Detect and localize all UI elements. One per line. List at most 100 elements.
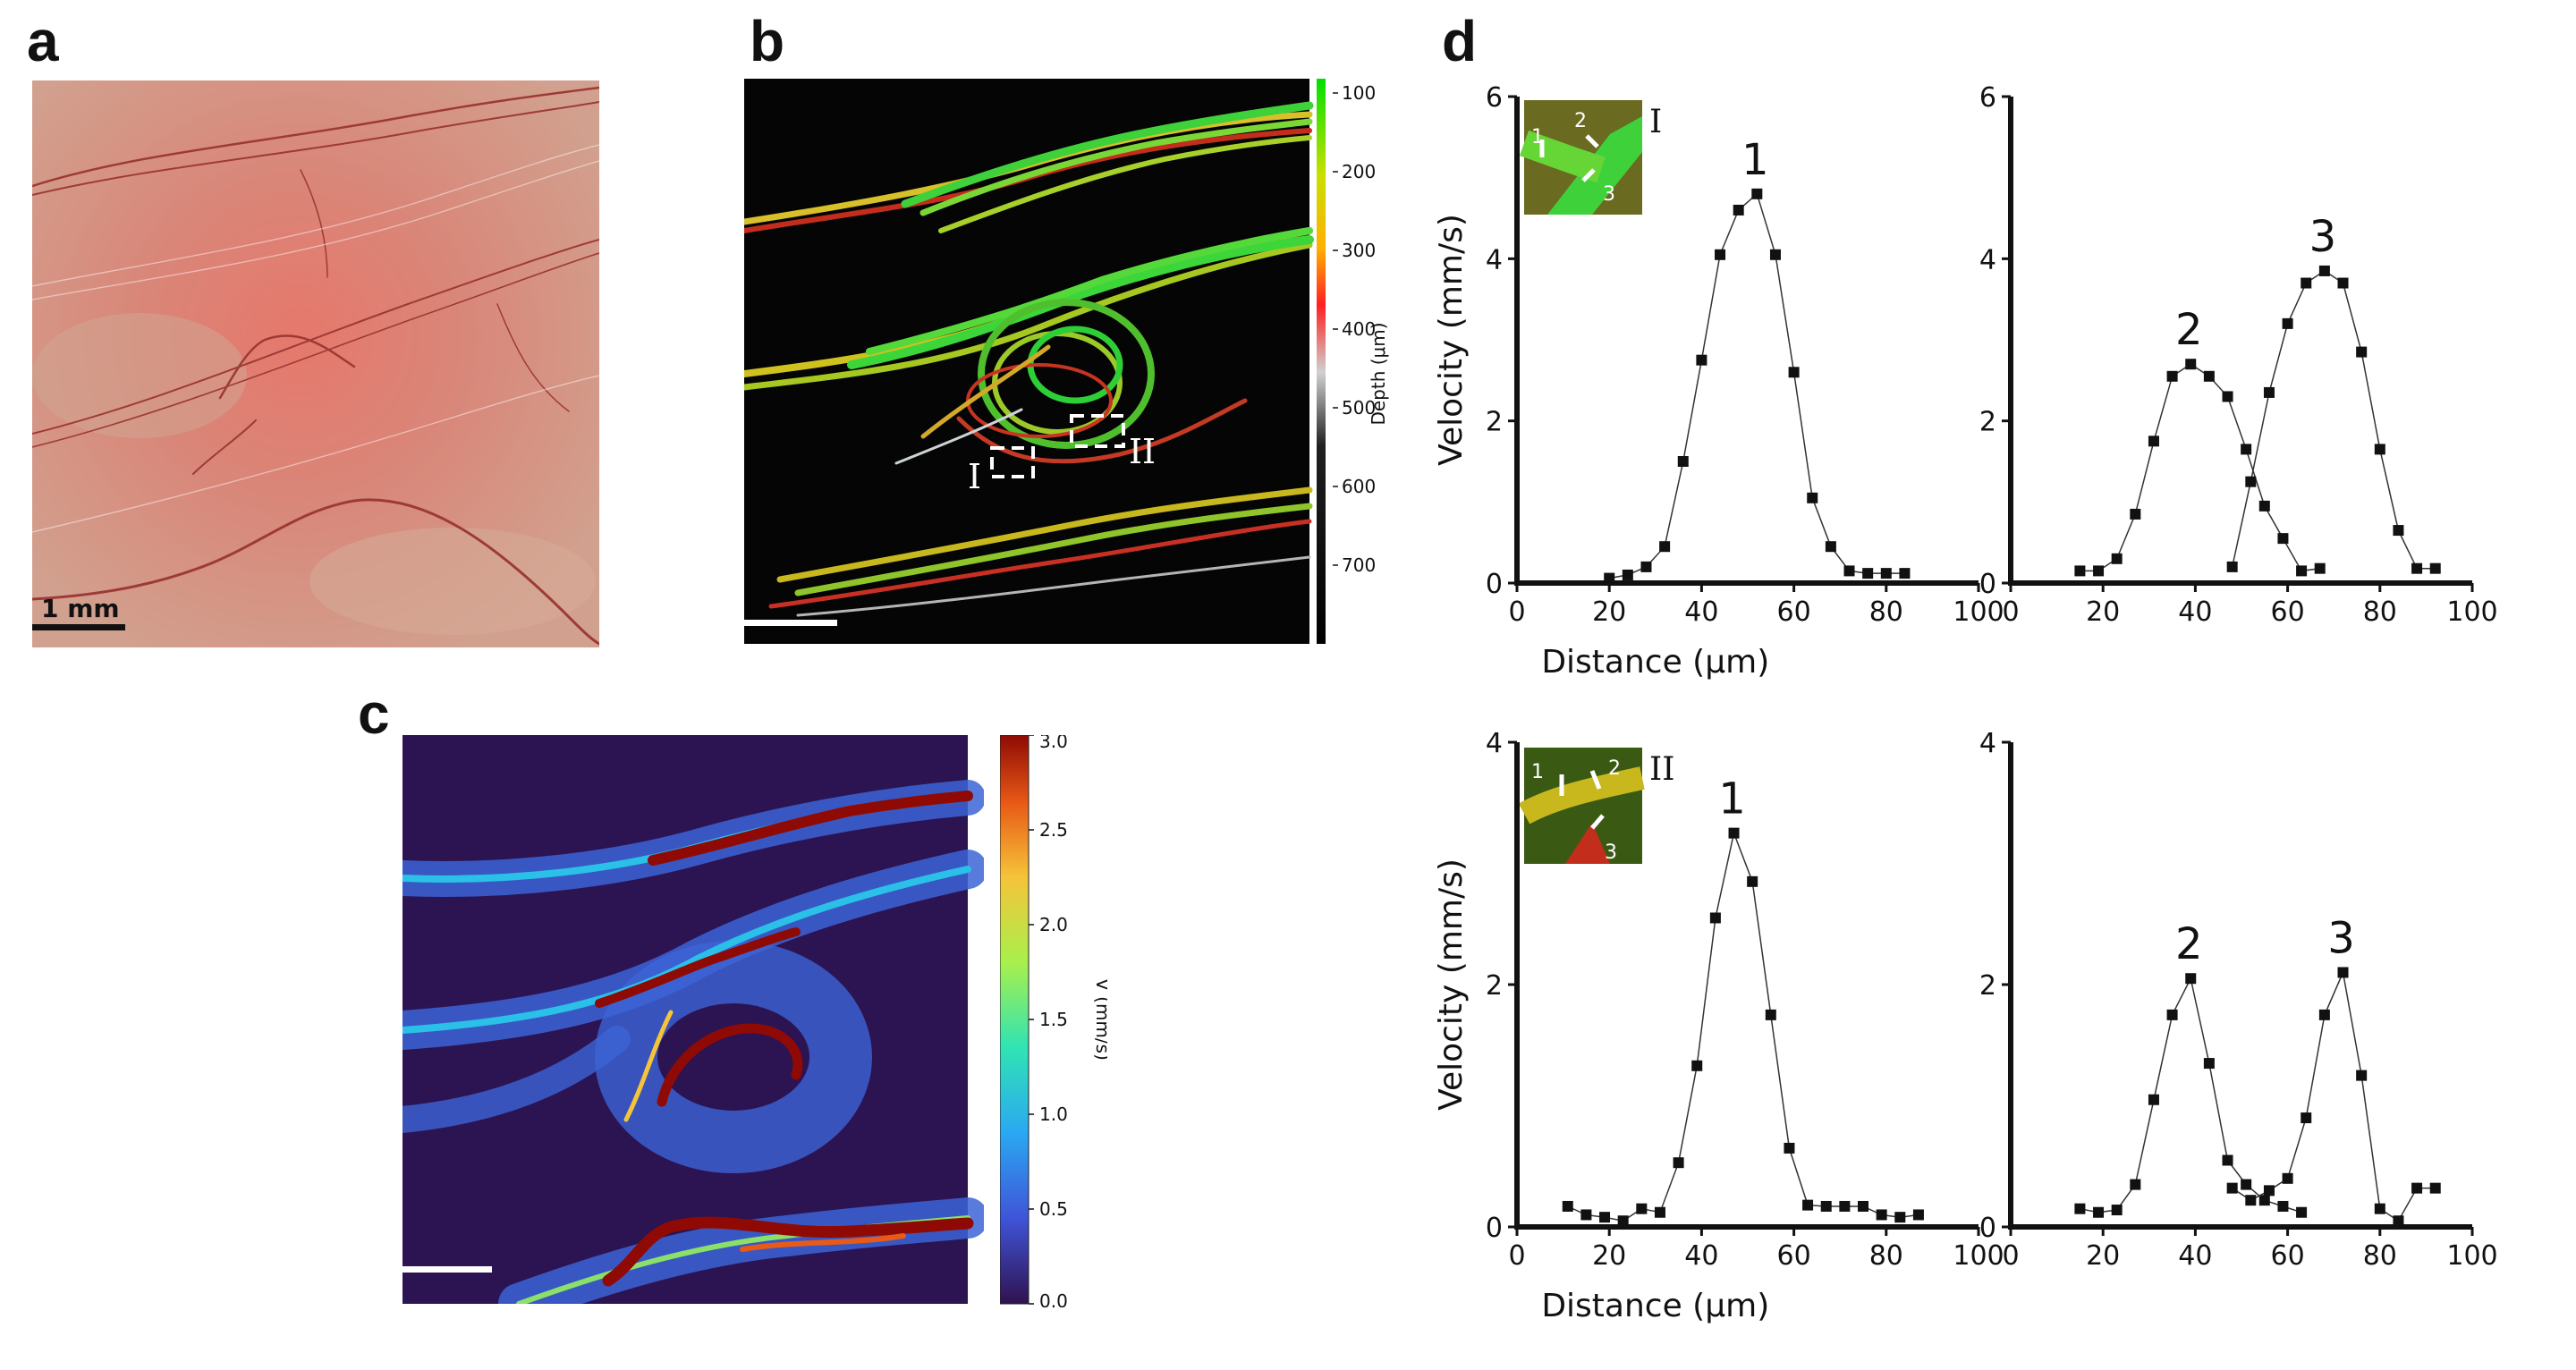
- data-point: [2393, 525, 2404, 537]
- velocity-tick-label: 3.0: [1039, 735, 1068, 752]
- inset-I-mark-1: 1: [1531, 126, 1544, 148]
- inset-II: 1 2 3 II: [1518, 748, 1674, 864]
- y-tick-label: 6: [1486, 82, 1503, 114]
- inset-II-mark-3: 3: [1605, 841, 1617, 864]
- data-point: [1617, 1215, 1629, 1227]
- data-point: [2093, 565, 2105, 577]
- panel-label-d: d: [1442, 9, 1478, 73]
- series-line: [2080, 976, 2302, 1214]
- data-point: [1640, 561, 1652, 572]
- data-point: [1636, 1203, 1648, 1214]
- data-point: [1580, 1209, 1592, 1221]
- data-point: [2074, 1203, 2086, 1214]
- data-point: [1899, 568, 1911, 579]
- data-point: [2148, 436, 2159, 447]
- depth-tick-label: 500: [1342, 397, 1376, 419]
- data-point: [1825, 541, 1836, 553]
- data-point: [2282, 317, 2293, 329]
- roi-box-I: [990, 446, 1035, 478]
- y-axis-label: Velocity (mm/s): [1433, 214, 1470, 466]
- data-point: [2411, 1182, 2423, 1194]
- data-point: [1747, 875, 1758, 887]
- data-point: [1562, 1200, 1573, 1212]
- data-point: [2337, 967, 2349, 978]
- panel-label-c: c: [358, 681, 390, 746]
- data-point: [1733, 204, 1744, 216]
- x-tick-label: 60: [2271, 596, 2305, 628]
- data-point: [1751, 188, 1763, 199]
- data-point: [2374, 1203, 2385, 1214]
- velocity-profile-chart-2: 0 20 40 60 80 100 0 2 4 6 2 3: [1979, 82, 2498, 628]
- data-point: [2148, 1094, 2159, 1105]
- x-tick-label: 0: [1508, 1240, 1525, 1272]
- y-tick-label: 2: [1979, 970, 1996, 1002]
- series-peak-label: 2: [2175, 305, 2203, 355]
- inset-II-label: II: [1649, 751, 1674, 788]
- inset-I: 1 2 3 I: [1519, 100, 1662, 215]
- data-point: [1880, 568, 1892, 579]
- series-line: [2232, 969, 2436, 1222]
- data-point: [2185, 359, 2197, 370]
- y-tick-label: 0: [1979, 569, 1996, 600]
- data-point: [1659, 541, 1671, 553]
- data-point: [1604, 572, 1615, 584]
- depth-colorbar: [1317, 79, 1333, 644]
- data-point: [2258, 1195, 2270, 1206]
- y-tick-label: 4: [1979, 244, 1996, 275]
- data-point: [2356, 1070, 2368, 1081]
- data-point: [2226, 561, 2238, 572]
- x-tick-label: 60: [1777, 596, 1811, 628]
- scale-bar-b: [744, 620, 837, 626]
- x-tick-label: 0: [2002, 596, 2019, 628]
- data-point: [1912, 1209, 1924, 1221]
- velocity-colorbar-title: V (mm/s): [1092, 978, 1107, 1061]
- x-tick-label: 100: [1953, 1240, 2004, 1272]
- scale-bar-c: [402, 1266, 492, 1273]
- velocity-tick-label: 1.5: [1039, 1009, 1068, 1030]
- depth-tick-label: 600: [1342, 476, 1376, 497]
- data-point: [1715, 249, 1726, 260]
- depth-colorbar-axis: 100 200 300 400 500 600 700 Depth (μm): [1333, 82, 1389, 576]
- data-point: [2111, 553, 2123, 564]
- data-point: [2277, 533, 2289, 545]
- data-point: [2411, 562, 2423, 574]
- data-point: [2356, 346, 2368, 358]
- data-point: [2222, 1154, 2233, 1166]
- data-point: [2203, 370, 2215, 382]
- data-point: [1673, 1157, 1684, 1169]
- y-tick-label: 2: [1979, 407, 1996, 438]
- data-point: [1677, 456, 1689, 467]
- y-tick-label: 0: [1486, 1213, 1503, 1244]
- inset-I-mark-2: 2: [1574, 110, 1587, 132]
- data-point: [2130, 508, 2141, 520]
- data-point: [2203, 1058, 2215, 1070]
- data-point: [2318, 1009, 2330, 1020]
- data-point: [1807, 492, 1818, 503]
- series-line: [2080, 363, 2320, 572]
- x-tick-label: 0: [2002, 1240, 2019, 1272]
- y-tick-label: 0: [1979, 1213, 1996, 1244]
- x-axis-label: Distance (μm): [1541, 1288, 1769, 1324]
- data-point: [2314, 562, 2326, 574]
- series-1: 1: [1562, 774, 1924, 1227]
- inset-I-mark-3: 3: [1603, 183, 1615, 206]
- series-peak-label: 3: [2309, 212, 2337, 262]
- data-point: [2093, 1206, 2105, 1218]
- panel-c: [383, 735, 988, 1324]
- velocity-profile-chart-4: 0 20 40 60 80 100 0 2 4 2 3: [1979, 728, 2498, 1272]
- velocity-colorbar: 0.0 0.5 1.0 1.5 2.0 2.5 3.0 V (mm/s): [1000, 735, 1107, 1307]
- data-point: [1728, 827, 1740, 839]
- x-tick-label: 40: [1684, 596, 1718, 628]
- data-point: [2263, 386, 2275, 398]
- series-peak-label: 2: [2175, 919, 2203, 969]
- x-axis-label: Distance (μm): [1541, 644, 1769, 681]
- depth-tick-label: 400: [1342, 318, 1376, 340]
- series-peak-label: 3: [2327, 913, 2355, 963]
- depth-tick-label: 700: [1342, 554, 1376, 576]
- x-tick-label: 20: [2086, 1240, 2120, 1272]
- data-point: [2185, 973, 2197, 985]
- y-tick-label: 4: [1979, 728, 1996, 759]
- data-point: [1862, 568, 1874, 579]
